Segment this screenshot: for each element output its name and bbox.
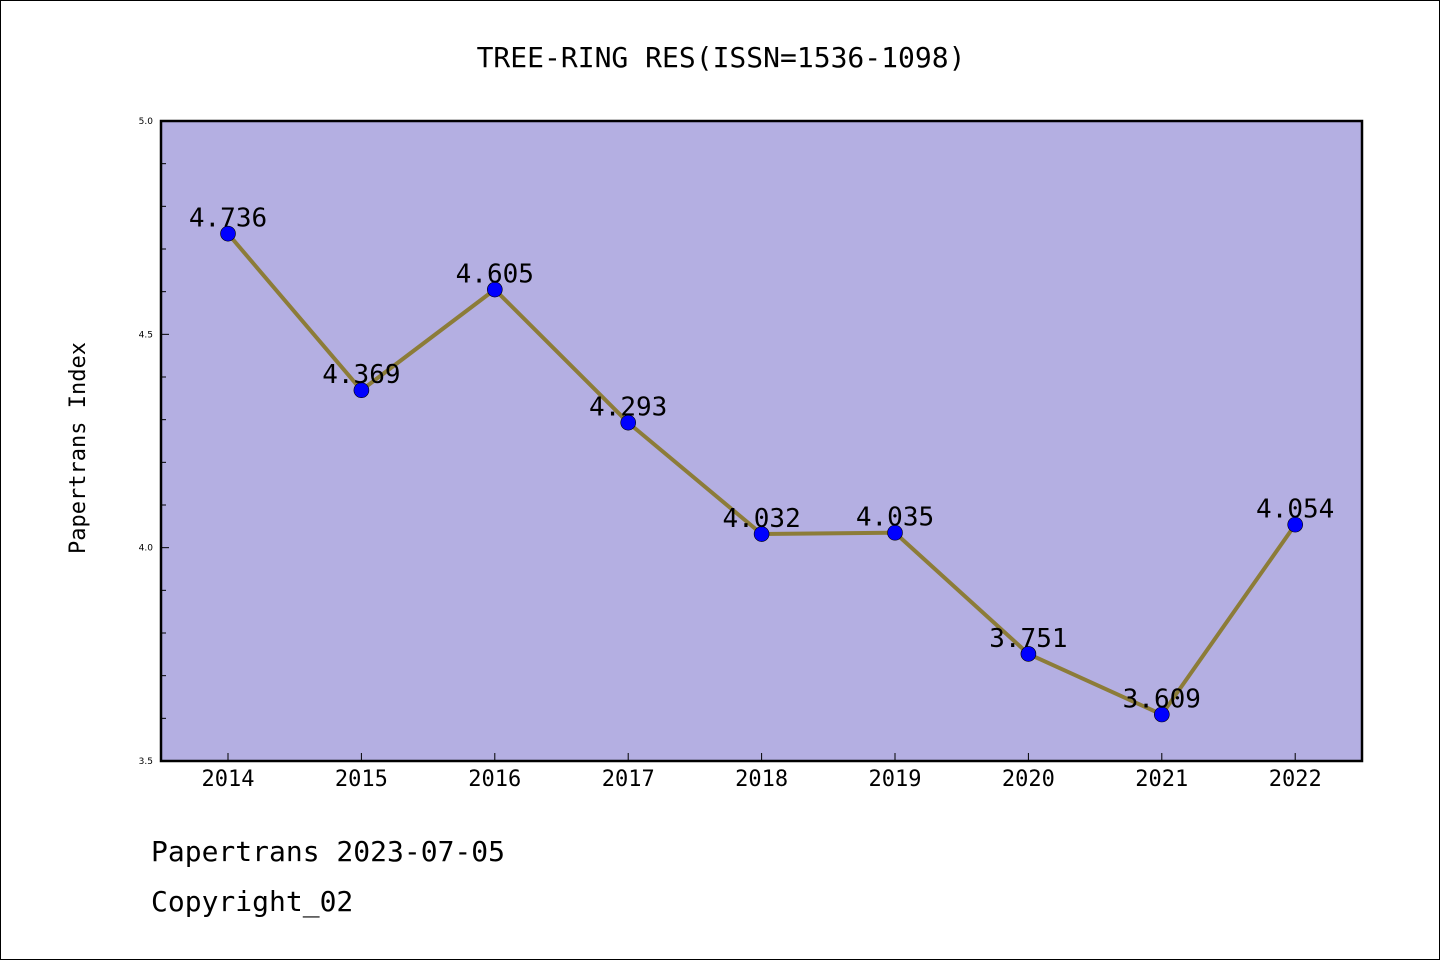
x-tick-label: 2015 xyxy=(335,767,388,792)
data-label: 3.751 xyxy=(989,624,1067,654)
y-tick-label: 3.5 xyxy=(139,757,153,767)
data-point xyxy=(1287,516,1303,533)
data-label: 4.032 xyxy=(722,504,800,534)
data-label: 4.293 xyxy=(589,393,667,423)
chart-title: TREE-RING RES(ISSN=1536-1098) xyxy=(477,41,966,74)
y-tick-label: 5.0 xyxy=(139,117,154,127)
x-tick-label: 2016 xyxy=(468,767,521,792)
data-point xyxy=(887,524,903,541)
data-label: 4.035 xyxy=(856,503,934,533)
y-tick-label: 4.5 xyxy=(139,330,153,340)
x-tick-label: 2022 xyxy=(1269,767,1322,792)
x-tick-label: 2017 xyxy=(602,767,655,792)
data-label: 4.369 xyxy=(322,360,400,390)
x-tick-label: 2019 xyxy=(869,767,922,792)
data-label: 3.609 xyxy=(1123,684,1201,714)
series-layer: 4.736 4.369 4.605 4.293 4.032 4.035 3.751 3.609… xyxy=(189,204,1334,723)
y-tick-label: 4.0 xyxy=(139,544,154,554)
y-axis-title: Papertrans Index xyxy=(66,342,91,554)
footer-date-text: Papertrans 2023-07-05 xyxy=(151,835,506,868)
x-axis: 2014 2015 2016 2017 2018 2019 2020 2021 2022 xyxy=(202,753,1322,792)
data-label: 4.605 xyxy=(456,260,534,290)
data-point xyxy=(353,382,370,399)
data-point xyxy=(1154,706,1170,723)
data-label: 4.054 xyxy=(1256,495,1334,525)
data-point xyxy=(486,281,503,298)
data-label: 4.736 xyxy=(189,204,267,234)
data-point xyxy=(753,526,770,542)
plot-area xyxy=(161,121,1362,761)
data-point xyxy=(620,414,637,431)
x-tick-label: 2014 xyxy=(202,767,255,792)
x-tick-label: 2021 xyxy=(1135,767,1188,792)
data-point xyxy=(1020,646,1037,662)
data-point xyxy=(220,225,236,242)
x-tick-label: 2018 xyxy=(735,767,788,792)
x-tick-label: 2020 xyxy=(1002,767,1055,792)
plot-border xyxy=(159,119,1364,763)
footer-copyright-text: Copyright_02 xyxy=(151,885,354,918)
